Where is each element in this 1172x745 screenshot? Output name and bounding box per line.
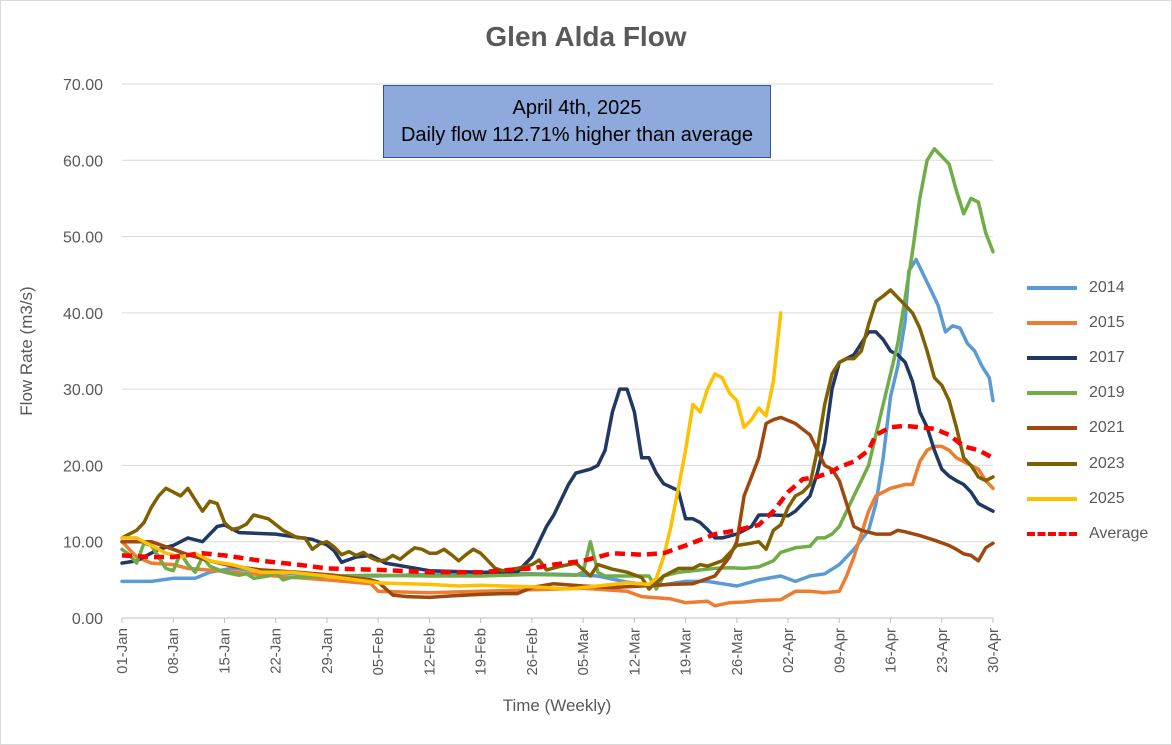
x-tick-label: 22-Jan [268, 628, 285, 674]
x-tick-label: 09-Apr [831, 628, 848, 673]
x-tick-label: 19-Mar [678, 628, 695, 676]
x-tick-label: 16-Apr [883, 628, 900, 673]
legend-item-2017: 2017 [1027, 340, 1148, 375]
legend-swatch [1027, 426, 1077, 431]
annotation-box: April 4th, 2025 Daily flow 112.71% highe… [383, 85, 771, 158]
legend-label: 2025 [1089, 489, 1125, 507]
x-tick-label: 12-Feb [421, 628, 438, 676]
y-tick-label: 50.00 [63, 230, 103, 247]
y-tick-label: 30.00 [63, 382, 103, 399]
legend-swatch [1027, 496, 1077, 501]
y-tick-label: 0.00 [72, 611, 103, 628]
legend-label: 2023 [1089, 454, 1125, 472]
legend-swatch [1027, 285, 1077, 290]
x-tick-label: 15-Jan [216, 628, 233, 674]
legend-swatch [1027, 355, 1077, 360]
x-tick-label: 23-Apr [934, 628, 951, 673]
legend-item-2019: 2019 [1027, 376, 1148, 411]
x-tick-label: 01-Jan [114, 628, 131, 674]
legend-item-average: Average [1027, 516, 1148, 551]
gridlines [122, 83, 993, 619]
x-tick-label: 08-Jan [165, 628, 182, 674]
x-tick-label: 29-Jan [319, 628, 336, 674]
annotation-line-2: Daily flow 112.71% higher than average [400, 124, 754, 146]
series-line-2014 [120, 257, 995, 588]
y-tick-label: 60.00 [63, 153, 103, 170]
x-tick-label: 26-Mar [729, 628, 746, 676]
y-tick-labels: 0.00 10.00 20.00 30.00 40.00 50.00 60.00 70.00 [63, 77, 103, 628]
x-tick-label: 30-Apr [985, 628, 1002, 673]
legend-item-2021: 2021 [1027, 411, 1148, 446]
y-axis-title: Flow Rate (m3/s) [17, 222, 37, 415]
legend-swatch [1027, 531, 1077, 536]
x-axis-title: Time (Weekly) [502, 696, 612, 715]
x-tick-label: 12-Mar [626, 628, 643, 676]
series-line-2025 [120, 311, 783, 591]
legend: 2014 2015 2017 2019 2021 2023 2025 Average [1027, 270, 1148, 552]
x-tick-label: 05-Mar [575, 628, 592, 676]
legend-label: 2017 [1089, 348, 1125, 366]
legend-label: Average [1089, 524, 1149, 542]
x-tick-label: 19-Feb [473, 628, 490, 676]
y-tick-label: 20.00 [63, 458, 103, 475]
y-tick-label: 70.00 [63, 77, 103, 94]
x-tick-label: 02-Apr [780, 628, 797, 673]
legend-swatch [1027, 461, 1077, 466]
legend-item-2023: 2023 [1027, 446, 1148, 481]
series-line-2015 [120, 444, 995, 608]
series-line-2017 [120, 330, 995, 574]
legend-item-2025: 2025 [1027, 481, 1148, 516]
legend-swatch [1027, 391, 1077, 396]
series-line-2019 [120, 147, 995, 591]
series-line-2023 [120, 288, 995, 591]
legend-label: 2021 [1089, 419, 1125, 437]
y-tick-label: 10.00 [63, 535, 103, 552]
y-axis-title-text: Flow Rate (m3/s) [17, 286, 36, 416]
legend-label: 2019 [1089, 384, 1125, 402]
x-tick-labels: 01-Jan 08-Jan 15-Jan 22-Jan 29-Jan 05-Feb 12-F… [114, 618, 1002, 676]
legend-item-2015: 2015 [1027, 305, 1148, 340]
legend-label: 2014 [1089, 278, 1125, 296]
x-tick-label: 26-Feb [524, 628, 541, 676]
y-tick-label: 40.00 [63, 306, 103, 323]
legend-label: 2015 [1089, 313, 1125, 331]
x-tick-label: 05-Feb [370, 628, 387, 676]
series-line-average [121, 423, 995, 575]
legend-swatch [1027, 320, 1077, 325]
chart-title: Glen Alda Flow [485, 21, 687, 52]
legend-item-2014: 2014 [1027, 270, 1148, 305]
annotation-line-1: April 4th, 2025 [512, 97, 642, 119]
series-lines [120, 147, 995, 608]
